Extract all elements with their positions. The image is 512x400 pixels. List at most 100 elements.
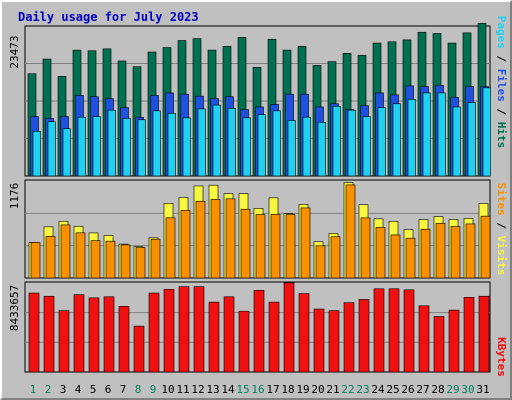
x-tick-label: 10 <box>161 383 174 396</box>
sites-bar <box>135 247 146 279</box>
pages-bar <box>482 87 491 177</box>
x-tick-label: 6 <box>105 383 112 396</box>
pages-bar <box>182 117 191 177</box>
kbytes-bar <box>373 288 385 373</box>
x-tick-label: 15 <box>236 383 249 396</box>
x-tick-label: 16 <box>251 383 264 396</box>
sites-bar <box>90 240 101 279</box>
legend-text: KBytes <box>495 337 508 377</box>
kbytes-bar <box>298 293 310 373</box>
legend-separator: / <box>495 102 508 122</box>
legend-separator: / <box>495 49 508 69</box>
kbytes-bar <box>193 286 205 373</box>
kbytes-bar <box>343 302 355 373</box>
kbytes-bar <box>253 290 265 373</box>
pages-bar <box>287 120 296 177</box>
sites-bar <box>405 237 416 279</box>
kbytes-bar <box>478 295 490 373</box>
x-tick-label: 13 <box>206 383 219 396</box>
pages-bar <box>212 104 221 177</box>
pages-bar <box>392 103 401 177</box>
y-tick-label: 8433657 <box>8 285 21 331</box>
kbytes-bar <box>148 292 160 373</box>
pages-bar <box>92 116 101 177</box>
legend-entry: Files <box>495 69 508 102</box>
kbytes-bar <box>403 289 415 373</box>
kbytes-bar <box>103 296 115 373</box>
kbytes-bar <box>208 301 220 373</box>
kbytes-bar <box>358 299 370 373</box>
kbytes-bar <box>178 286 190 373</box>
x-tick-label: 19 <box>296 383 309 396</box>
sites-bar <box>255 214 266 279</box>
pages-bar <box>242 117 251 177</box>
kbytes-bar <box>43 295 55 373</box>
x-tick-label: 14 <box>221 383 235 396</box>
pages-bar <box>467 102 476 177</box>
chart-title: Daily usage for July 2023 <box>18 10 199 24</box>
sites-bar <box>225 198 236 279</box>
kbytes-bar <box>328 310 340 373</box>
pages-bar <box>317 122 326 177</box>
pages-bar <box>362 116 371 177</box>
pages-bar <box>437 92 446 177</box>
x-tick-label: 27 <box>416 383 429 396</box>
sites-bar <box>285 214 296 279</box>
pages-bar <box>452 106 461 177</box>
sites-bar <box>120 244 131 279</box>
kbytes-bar <box>448 309 460 373</box>
x-tick-label: 17 <box>266 383 279 396</box>
pages-bar <box>122 118 131 177</box>
legend-separator: / <box>495 216 508 236</box>
x-tick-label: 5 <box>90 383 97 396</box>
sites-bar <box>195 200 206 279</box>
x-tick-label: 11 <box>176 383 189 396</box>
x-tick-label: 18 <box>281 383 294 396</box>
pages-bar <box>152 110 161 177</box>
kbytes-bar <box>88 297 100 373</box>
sites-bar <box>330 236 341 279</box>
kbytes-bar <box>28 292 40 373</box>
sites-bar <box>270 214 281 279</box>
sites-bar <box>210 199 221 279</box>
x-tick-label: 7 <box>120 383 127 396</box>
x-tick-label: 25 <box>386 383 399 396</box>
x-tick-label: 1 <box>30 383 37 396</box>
x-tick-label: 21 <box>326 383 339 396</box>
legend-entry: Visits <box>495 236 508 276</box>
legend-text: Pages / Files / Hits <box>495 16 508 149</box>
pages-bar <box>137 119 146 177</box>
sites-bar <box>30 242 41 279</box>
sites-bar <box>105 240 116 279</box>
legend-entry: Sites <box>495 183 508 216</box>
pages-bar <box>332 106 341 177</box>
sites-bar <box>75 232 86 279</box>
pages-bar <box>62 128 71 177</box>
sites-bar <box>240 208 251 279</box>
kbytes-bar <box>433 316 445 373</box>
sites-bar <box>60 224 71 279</box>
x-tick-label: 24 <box>371 383 385 396</box>
sites-bar <box>465 223 476 279</box>
legend-entry: KBytes <box>495 337 508 377</box>
x-tick-label: 9 <box>150 383 157 396</box>
pages-bar <box>197 108 206 177</box>
kbytes-bar <box>418 305 430 373</box>
sites-bar <box>45 236 56 279</box>
sites-bar <box>480 215 491 279</box>
x-tick-label: 23 <box>356 383 369 396</box>
x-tick-label: 29 <box>446 383 459 396</box>
kbytes-bar <box>388 288 400 373</box>
pages-bar <box>107 109 116 177</box>
x-tick-label: 8 <box>135 383 142 396</box>
sites-bar <box>390 234 401 279</box>
kbytes-bar <box>73 294 85 373</box>
x-tick-label: 26 <box>401 383 414 396</box>
kbytes-bar <box>223 296 235 373</box>
kbytes-bar <box>313 308 325 373</box>
sites-bar <box>180 210 191 279</box>
pages-bar <box>422 92 431 177</box>
x-tick-label: 2 <box>45 383 52 396</box>
x-tick-label: 28 <box>431 383 444 396</box>
